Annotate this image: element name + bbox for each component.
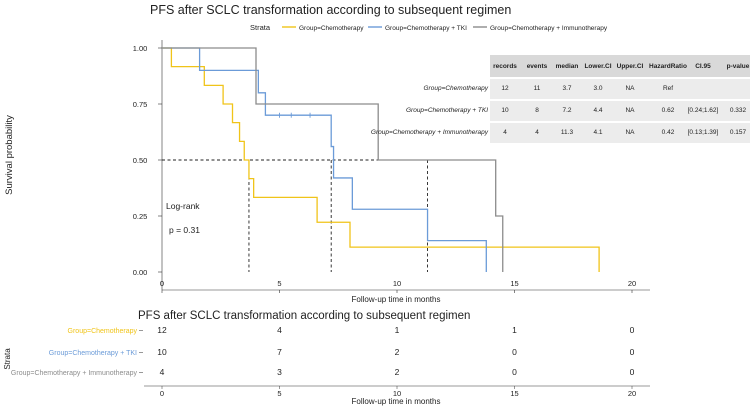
stats-header-cell: records	[493, 63, 517, 70]
stats-label-bg	[395, 101, 488, 121]
x-tick-label: 5	[277, 279, 281, 288]
stats-row-bg	[490, 79, 750, 99]
stats-row-label: Group=Chemotherapy + TKI	[406, 107, 488, 114]
stats-cell: 4.1	[593, 129, 602, 136]
stats-cell: 4.4	[593, 107, 602, 114]
stats-cell: [0.13;1.39]	[688, 129, 719, 136]
risk-count: 1	[395, 325, 400, 335]
stats-cell: 0.62	[662, 107, 675, 114]
y-tick-label: 0.50	[133, 156, 148, 165]
logrank-label: Log-rank	[166, 201, 200, 211]
stats-header-cell: p-value	[727, 63, 750, 70]
stats-cell: 12	[501, 85, 509, 92]
risk-count: 0	[630, 347, 635, 357]
risk-x-tick-label: 5	[277, 389, 281, 398]
risk-count: 2	[395, 347, 400, 357]
stats-cell: 8	[535, 107, 539, 114]
risk-count: 0	[630, 367, 635, 377]
risk-count: 2	[395, 367, 400, 377]
stats-cell: 3.7	[562, 85, 571, 92]
x-tick-label: 0	[160, 279, 164, 288]
survival-curves	[162, 47, 600, 272]
x-tick-label: 15	[510, 279, 518, 288]
risk-x-axis-label: Follow-up time in months	[352, 397, 441, 406]
stats-cell: 10	[501, 107, 509, 114]
risk-count: 0	[512, 347, 517, 357]
legend-label-chemotherapy-immunotherapy: Group=Chemotherapy + Immunotherapy	[490, 25, 608, 32]
risk-count: 10	[157, 347, 167, 357]
stats-row-bg	[490, 123, 750, 143]
risk-x-tick-label: 20	[628, 389, 636, 398]
stats-cell: 11.3	[561, 129, 574, 136]
y-ticks: 0.00 0.25 0.50 0.75 1.00	[133, 44, 162, 277]
stats-header-cell: Lower.CI	[584, 63, 611, 70]
x-tick-label: 20	[628, 279, 636, 288]
risk-count: 7	[277, 347, 282, 357]
stats-header-cell: events	[527, 63, 548, 70]
stats-header-cell: median	[556, 63, 579, 70]
y-axis-label: Survival probability	[4, 115, 15, 195]
risk-table: Group=Chemotherapy 12 4 1 1 0Group=Chemothera…	[11, 325, 635, 377]
stats-header-cell: CI.95	[695, 63, 711, 70]
stats-label-bg	[395, 79, 488, 99]
stats-cell: 3.0	[593, 85, 602, 92]
risk-count: 3	[277, 367, 282, 377]
stats-cell: 4	[503, 129, 507, 136]
risk-count: 12	[157, 325, 167, 335]
x-tick-label: 10	[393, 279, 401, 288]
stats-row-label: Group=Chemotherapy + Immunotherapy	[371, 129, 489, 136]
median-lines	[162, 159, 428, 272]
y-tick-label: 0.75	[133, 100, 148, 109]
stats-cell: NA	[625, 85, 635, 92]
legend-label-chemotherapy-tki: Group=Chemotherapy + TKI	[385, 25, 467, 32]
stats-row-label: Group=Chemotherapy	[424, 85, 489, 92]
stats-cell: NA	[625, 107, 635, 114]
curve-chemotherapy-immunotherapy	[162, 47, 504, 272]
risk-x-tick-label: 15	[510, 389, 518, 398]
risk-x-ticks: 0 5 10 15 20	[160, 386, 636, 398]
y-tick-label: 0.25	[133, 212, 148, 221]
stats-cell: 0.157	[730, 129, 747, 136]
y-tick-label: 0.00	[133, 268, 148, 277]
stats-cell: 4	[535, 129, 539, 136]
legend-label-chemotherapy: Group=Chemotherapy	[299, 25, 364, 32]
x-axis-label: Follow-up time in months	[352, 295, 441, 304]
y-tick-label: 1.00	[133, 44, 148, 53]
risk-row-label: Group=Chemotherapy	[68, 328, 138, 335]
risk-table-title: PFS after SCLC transformation according …	[138, 310, 470, 322]
risk-x-tick-label: 0	[160, 389, 164, 398]
risk-row-label: Group=Chemotherapy + TKI	[49, 350, 137, 357]
risk-count: 0	[512, 367, 517, 377]
curve-chemotherapy-tki	[162, 47, 487, 272]
stats-cell: 11	[534, 85, 541, 92]
logrank-pvalue: p = 0.31	[169, 225, 200, 235]
stats-cell: Ref	[663, 85, 673, 92]
risk-count: 4	[277, 325, 282, 335]
stats-cell: [0.24;1.62]	[688, 107, 719, 114]
stats-header-cell: HazardRatio	[649, 63, 687, 70]
risk-x-tick-label: 10	[393, 389, 401, 398]
stats-row-bg	[490, 101, 750, 121]
curve-chemotherapy	[162, 47, 600, 272]
statistics-table: records events median Lower.CI Upper.CI Hazar…	[371, 55, 750, 143]
plot-title: PFS after SCLC transformation according …	[150, 3, 511, 17]
stats-header-cell: Upper.CI	[617, 63, 644, 70]
risk-count: 1	[512, 325, 517, 335]
legend-title: Strata	[250, 23, 271, 32]
stats-cell: 7.2	[562, 107, 571, 114]
x-ticks: 0 5 10 15 20	[160, 279, 636, 293]
stats-header-bg	[490, 55, 750, 77]
stats-label-bg	[395, 123, 488, 143]
legend: Strata Group=Chemotherapy Group=Chemothe…	[250, 23, 608, 32]
stats-cell: 0.332	[730, 107, 747, 114]
risk-table-y-label: Strata	[3, 348, 12, 370]
stats-cell: 0.42	[662, 129, 675, 136]
risk-count: 4	[160, 367, 165, 377]
risk-count: 0	[630, 325, 635, 335]
stats-cell: NA	[625, 129, 635, 136]
risk-row-label: Group=Chemotherapy + Immunotherapy	[11, 370, 138, 377]
